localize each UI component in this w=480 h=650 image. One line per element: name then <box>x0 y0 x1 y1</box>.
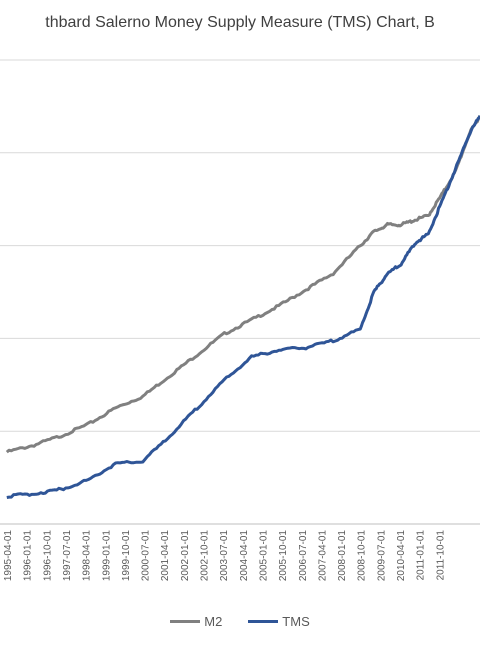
x-tick-label: 2000-07-01 <box>141 530 152 582</box>
x-tick-label: 1996-01-01 <box>23 530 34 582</box>
x-tick-label: 2003-07-01 <box>219 530 230 582</box>
legend-swatch-tms <box>248 620 279 623</box>
x-tick-label: 2001-04-01 <box>160 530 171 582</box>
x-tick-label: 2002-10-01 <box>200 530 211 582</box>
x-tick-label: 2004-04-01 <box>239 530 250 582</box>
x-tick-label: 2007-04-01 <box>317 530 328 582</box>
x-axis-tick-labels: 1995-04-01 1996-01-01 1996-10-01 1997-07-01… <box>3 530 446 582</box>
legend-label-tms: TMS <box>282 614 310 629</box>
x-tick-label: 1995-04-01 <box>3 530 14 582</box>
legend-label-m2: M2 <box>204 614 223 629</box>
x-tick-label: 2010-04-01 <box>396 530 407 582</box>
x-tick-label: 2008-10-01 <box>357 530 368 582</box>
legend-item-tms: TMS <box>248 614 310 629</box>
series-line-m2 <box>5 114 480 454</box>
x-tick-label: 2005-01-01 <box>258 530 269 582</box>
series-line-tms <box>6 115 480 499</box>
x-tick-label: 1999-10-01 <box>121 530 132 582</box>
chart-title: thbard Salerno Money Supply Measure (TMS… <box>45 14 435 31</box>
x-tick-label: 1997-07-01 <box>62 530 73 582</box>
legend-swatch-m2 <box>170 620 201 623</box>
legend-item-m2: M2 <box>170 614 222 629</box>
x-tick-label: 2009-07-01 <box>376 530 387 582</box>
gridlines <box>0 59 480 525</box>
x-tick-label: 1996-10-01 <box>42 530 53 582</box>
x-tick-label: 2006-07-01 <box>298 530 309 582</box>
x-tick-label: 2008-01-01 <box>337 530 348 582</box>
x-tick-label: 2011-10-01 <box>435 530 446 581</box>
x-tick-label: 2002-01-01 <box>180 530 191 582</box>
x-tick-label: 1998-04-01 <box>82 530 93 582</box>
x-tick-label: 2005-10-01 <box>278 530 289 582</box>
legend: M2 TMS <box>0 614 480 629</box>
x-tick-label: 2011-01-01 <box>416 530 427 581</box>
series-lines <box>5 114 480 499</box>
x-tick-label: 1999-01-01 <box>101 530 112 582</box>
